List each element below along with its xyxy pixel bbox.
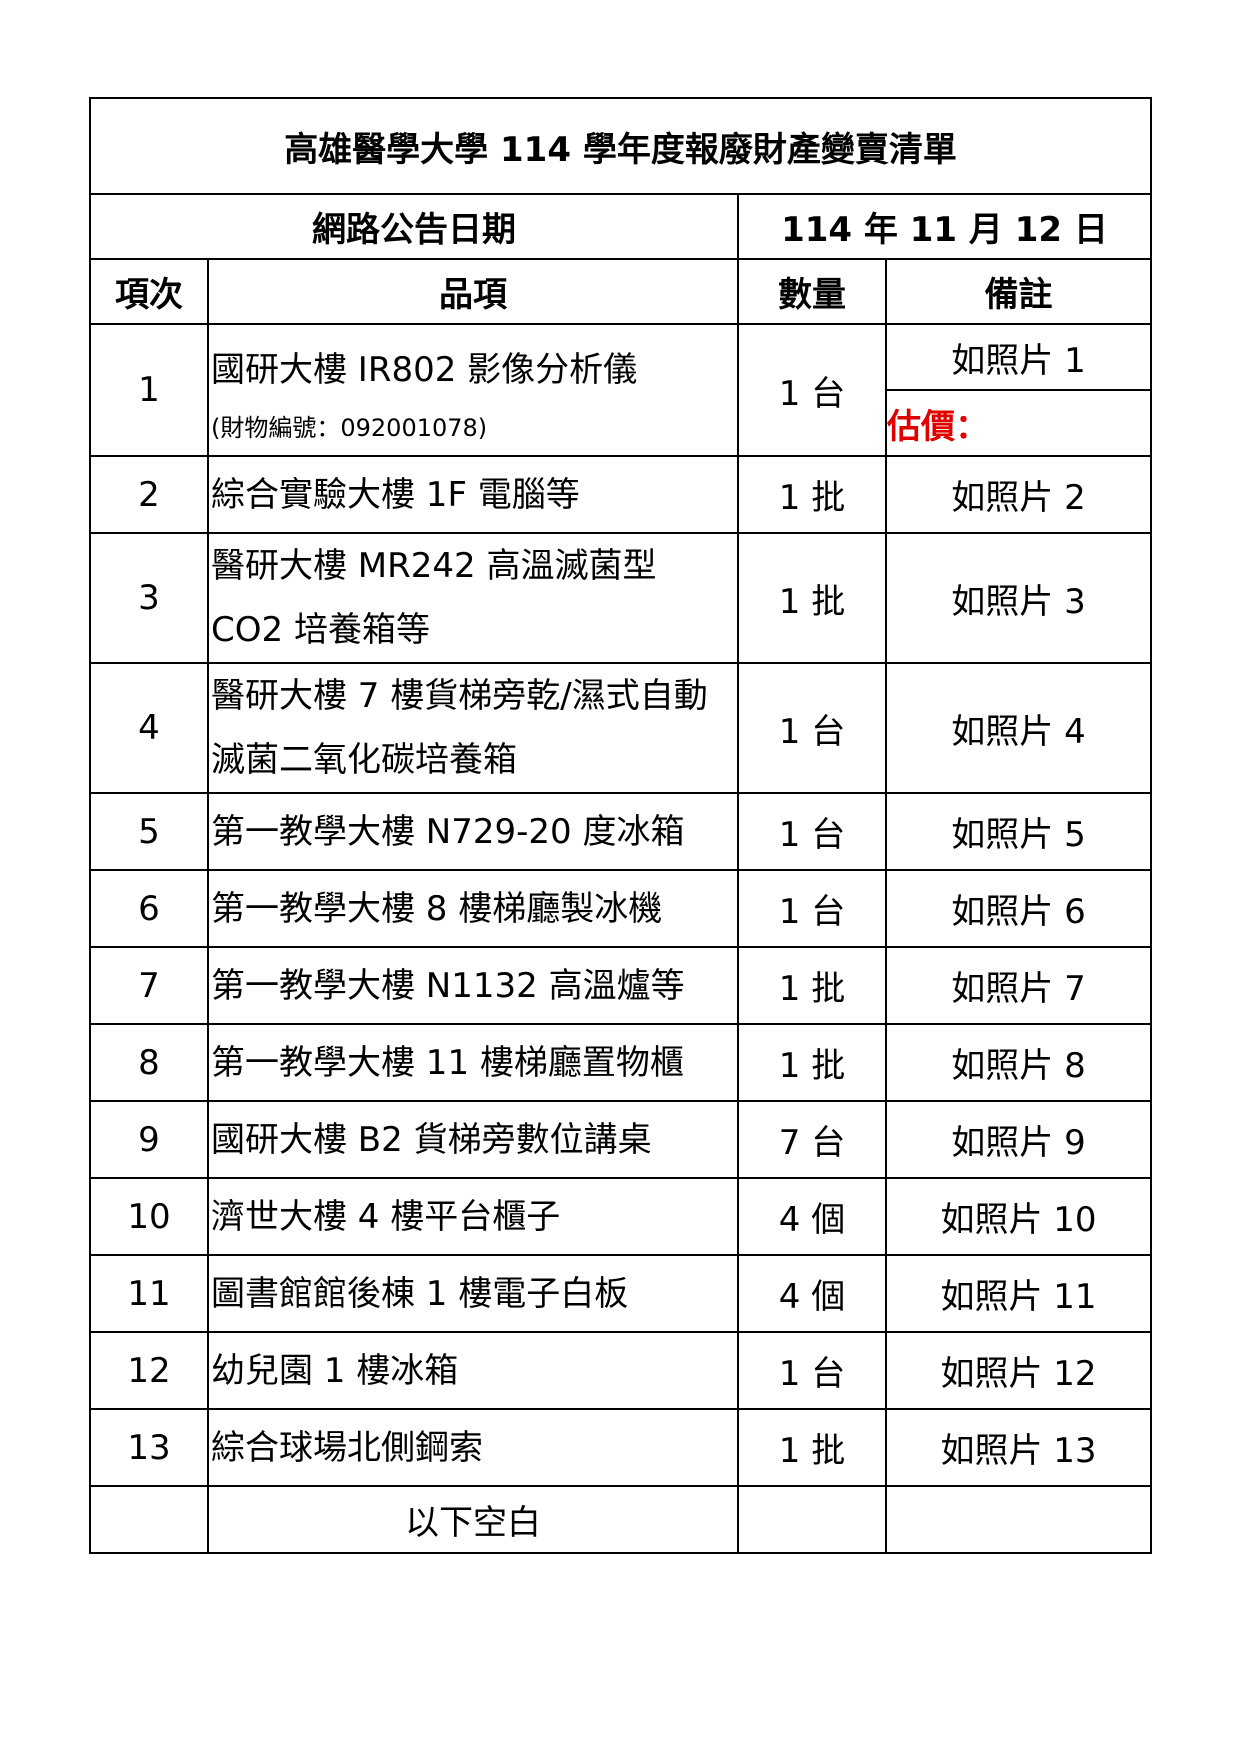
row-note: 如照片 2 <box>884 455 1153 534</box>
row-note: 如照片 11 <box>884 1254 1153 1333</box>
row-item: 醫研大樓 7 樓貨梯旁乾/濕式自動滅菌二氧化碳培養箱 <box>207 662 739 794</box>
blank-cell <box>89 1485 209 1554</box>
row-no: 4 <box>89 662 209 794</box>
header-qty: 數量 <box>737 258 887 325</box>
row-qty: 1 批 <box>737 1023 887 1102</box>
row-no: 3 <box>89 532 209 664</box>
row-note: 如照片 8 <box>884 1023 1153 1102</box>
table-row: 4 醫研大樓 7 樓貨梯旁乾/濕式自動滅菌二氧化碳培養箱 1 台如照片 4 <box>89 662 1153 794</box>
announce-label: 網路公告日期 <box>89 193 739 260</box>
row-no: 7 <box>89 946 209 1025</box>
document-title: 高雄醫學大學 114 學年度報廢財產變賣清單 <box>88 97 1153 195</box>
table-row: 10 濟世大樓 4 樓平台櫃子 4 個如照片 10 <box>89 1177 1153 1256</box>
table-row: 5 第一教學大樓 N729-20 度冰箱 1 台如照片 5 <box>89 792 1153 871</box>
row-item: 濟世大樓 4 樓平台櫃子 <box>207 1177 739 1256</box>
blank-cell <box>884 1485 1153 1554</box>
estimate-label: 估價： <box>884 389 1153 457</box>
row-qty: 1 台 <box>737 323 887 457</box>
row-qty: 1 批 <box>737 946 887 1025</box>
row-note: 如照片 13 <box>884 1408 1153 1487</box>
table-row: 3 醫研大樓 MR242 高溫滅菌型 CO2 培養箱等 1 批如照片 3 <box>89 532 1153 664</box>
table-row: 11 圖書館館後棟 1 樓電子白板 4 個如照片 11 <box>89 1254 1153 1333</box>
row-no: 1 <box>89 323 209 457</box>
row-qty: 1 台 <box>737 662 887 794</box>
row-qty: 4 個 <box>737 1177 887 1256</box>
row-item: 第一教學大樓 11 樓梯廳置物櫃 <box>207 1023 739 1102</box>
row-note: 如照片 10 <box>884 1177 1153 1256</box>
row-no: 11 <box>89 1254 209 1333</box>
row-qty: 4 個 <box>737 1254 887 1333</box>
table-row: 2 綜合實驗大樓 1F 電腦等 1 批如照片 2 <box>89 455 1153 534</box>
row-note: 如照片 6 <box>884 869 1153 948</box>
row-qty: 7 台 <box>737 1100 887 1179</box>
header-note: 備註 <box>884 258 1153 325</box>
row-no: 8 <box>89 1023 209 1102</box>
row-qty: 1 台 <box>737 792 887 871</box>
row-no: 2 <box>89 455 209 534</box>
row-no: 6 <box>89 869 209 948</box>
row-note: 如照片 7 <box>884 946 1153 1025</box>
asset-number: (財物編號：092001078) <box>211 414 488 442</box>
row-item: 國研大樓 B2 貨梯旁數位講桌 <box>207 1100 739 1179</box>
row-item: 第一教學大樓 N1132 高溫爐等 <box>207 946 739 1025</box>
row-item: 第一教學大樓 8 樓梯廳製冰機 <box>207 869 739 948</box>
row-qty: 1 批 <box>737 1408 887 1487</box>
row-item: 圖書館館後棟 1 樓電子白板 <box>207 1254 739 1333</box>
table-row: 6 第一教學大樓 8 樓梯廳製冰機 1 台如照片 6 <box>89 869 1153 948</box>
row-note: 如照片 5 <box>884 792 1153 871</box>
row-note: 如照片 3 <box>884 532 1153 664</box>
table-row: 7 第一教學大樓 N1132 高溫爐等 1 批如照片 7 <box>89 946 1153 1025</box>
row-note: 如照片 12 <box>884 1331 1153 1410</box>
row-no: 5 <box>89 792 209 871</box>
row-no: 13 <box>89 1408 209 1487</box>
row-note: 如照片 4 <box>884 662 1153 794</box>
row-qty: 1 台 <box>737 869 887 948</box>
announce-date: 114 年 11 月 12 日 <box>736 193 1153 260</box>
row-item: 國研大樓 IR802 影像分析儀 (財物編號：092001078) <box>207 323 739 457</box>
row-qty: 1 批 <box>737 455 887 534</box>
blank-cell <box>737 1485 887 1554</box>
end-note: 以下空白 <box>207 1485 739 1554</box>
row-qty: 1 批 <box>737 532 887 664</box>
row-item: 幼兒園 1 樓冰箱 <box>207 1331 739 1410</box>
row-item: 醫研大樓 MR242 高溫滅菌型 CO2 培養箱等 <box>207 532 739 664</box>
disposal-table: 高雄醫學大學 114 學年度報廢財產變賣清單 網路公告日期 114 年 11 月 … <box>88 97 1153 1554</box>
row-note: 如照片 9 <box>884 1100 1153 1179</box>
row-note: 如照片 1 <box>884 323 1153 391</box>
row-item: 第一教學大樓 N729-20 度冰箱 <box>207 792 739 871</box>
row-qty: 1 台 <box>737 1331 887 1410</box>
item-name: 國研大樓 IR802 影像分析儀 <box>211 350 638 390</box>
header-no: 項次 <box>89 258 209 325</box>
table-row: 8 第一教學大樓 11 樓梯廳置物櫃 1 批如照片 8 <box>89 1023 1153 1102</box>
header-item: 品項 <box>207 258 739 325</box>
table-row: 12 幼兒園 1 樓冰箱 1 台如照片 12 <box>89 1331 1153 1410</box>
table-row: 9 國研大樓 B2 貨梯旁數位講桌 7 台如照片 9 <box>89 1100 1153 1179</box>
row-item: 綜合球場北側鋼索 <box>207 1408 739 1487</box>
row-no: 12 <box>89 1331 209 1410</box>
row-no: 9 <box>89 1100 209 1179</box>
row-no: 10 <box>89 1177 209 1256</box>
row-item: 綜合實驗大樓 1F 電腦等 <box>207 455 739 534</box>
table-row: 13 綜合球場北側鋼索 1 批如照片 13 <box>89 1408 1153 1487</box>
